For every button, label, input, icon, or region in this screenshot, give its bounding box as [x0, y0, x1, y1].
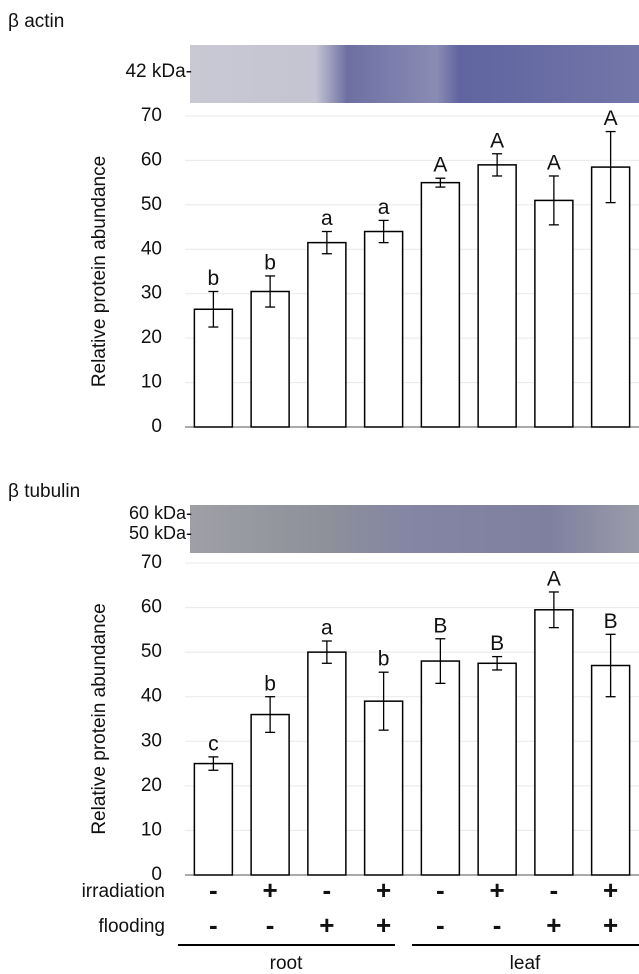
group-label: leaf [510, 953, 541, 974]
bar [421, 183, 459, 427]
treatment-sign: + [319, 910, 334, 940]
y-tick-label: 40 [141, 686, 162, 707]
bar [592, 167, 630, 427]
significance-letter: a [378, 196, 390, 219]
significance-letter: b [264, 672, 276, 695]
bar [194, 764, 232, 875]
y-tick-label: 20 [141, 327, 162, 348]
bar [251, 291, 289, 427]
y-tick-label: 50 [141, 641, 162, 662]
chart-title: β tubulin [8, 481, 80, 502]
y-tick-label: 10 [141, 372, 162, 393]
treatment-sign: - [209, 910, 218, 940]
significance-letter: a [321, 207, 333, 230]
treatment-label: flooding [98, 916, 165, 937]
significance-letter: B [490, 632, 504, 655]
significance-letter: A [490, 129, 504, 152]
bar [535, 610, 573, 875]
group-label: root [270, 953, 303, 974]
blot-label: 60 kDa- [129, 503, 192, 523]
bar [365, 232, 403, 427]
significance-letter: a [321, 617, 333, 640]
y-tick-label: 60 [141, 597, 162, 618]
treatment-label: irradiation [82, 881, 165, 902]
y-tick-label: 10 [141, 819, 162, 840]
blot-label: 50 kDa- [129, 523, 192, 543]
significance-letter: B [604, 610, 618, 633]
y-tick-label: 70 [141, 552, 162, 573]
significance-letter: B [433, 614, 447, 637]
y-tick-label: 0 [151, 416, 162, 437]
significance-letter: b [378, 648, 390, 671]
significance-letter: A [547, 568, 561, 591]
treatment-sign: + [376, 875, 391, 905]
treatment-sign: + [603, 910, 618, 940]
significance-letter: A [433, 154, 447, 177]
chart-title: β actin [8, 11, 64, 32]
treatment-sign: + [546, 910, 561, 940]
blot-image [190, 505, 639, 553]
significance-letter: b [264, 251, 276, 274]
bar [478, 663, 516, 875]
y-axis-label: Relative protein abundance [89, 156, 110, 387]
treatment-sign: - [436, 910, 445, 940]
treatment-sign: + [376, 910, 391, 940]
y-tick-label: 50 [141, 194, 162, 215]
bar [251, 715, 289, 875]
y-tick-label: 40 [141, 238, 162, 259]
blot-label: 42 kDa- [125, 61, 192, 82]
significance-letter: c [208, 732, 219, 755]
treatment-sign: - [550, 875, 559, 905]
treatment-sign: - [266, 910, 275, 940]
treatment-sign: - [323, 875, 332, 905]
y-tick-label: 30 [141, 283, 162, 304]
treatment-sign: - [209, 875, 218, 905]
treatment-sign: + [490, 875, 505, 905]
figure: β actin 42 kDa- Relative protein abundance… [0, 0, 639, 974]
y-tick-label: 30 [141, 730, 162, 751]
significance-letter: b [208, 267, 220, 290]
y-tick-label: 20 [141, 775, 162, 796]
y-tick-label: 70 [141, 105, 162, 126]
significance-letter: A [604, 107, 618, 130]
y-axis-label: Relative protein abundance [89, 603, 110, 834]
y-tick-label: 60 [141, 149, 162, 170]
significance-letter: A [547, 152, 561, 175]
blot-image [190, 45, 639, 103]
bar [421, 661, 459, 875]
bar [535, 200, 573, 427]
bar [308, 243, 346, 427]
bar [308, 652, 346, 875]
treatment-sign: - [436, 875, 445, 905]
treatment-sign: + [603, 875, 618, 905]
treatment-sign: - [493, 910, 502, 940]
treatment-sign: + [263, 875, 278, 905]
bar [478, 165, 516, 427]
